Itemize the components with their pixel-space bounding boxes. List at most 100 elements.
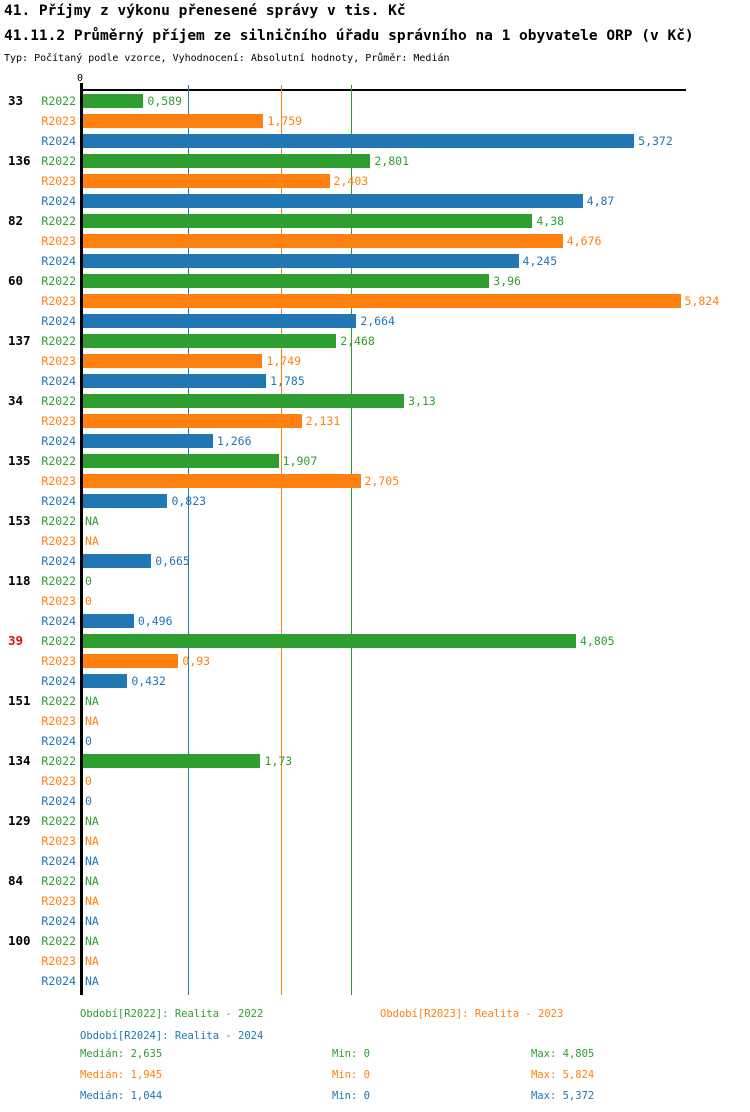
- bar-row: R2024 0: [41, 791, 686, 811]
- bar-row: R2024 4,245: [41, 251, 686, 271]
- series-label: R2023: [41, 354, 76, 368]
- bar-row: 137 R2022 2,468: [8, 331, 686, 351]
- series-label: R2023: [41, 594, 76, 608]
- bar-r2023: [83, 294, 681, 308]
- value-label: 0: [85, 774, 92, 788]
- series-label: R2024: [41, 314, 76, 328]
- bar-row: R2023 1,759: [41, 111, 686, 131]
- group-label: 84: [8, 873, 24, 888]
- series-label: R2023: [41, 654, 76, 668]
- value-label: NA: [85, 914, 99, 928]
- series-label: R2022: [41, 874, 76, 888]
- legend-max-r2023: Max: 5,824: [531, 1069, 595, 1081]
- series-label: R2022: [41, 454, 76, 468]
- value-label: 2,468: [340, 334, 375, 348]
- bar-row: R2024 1,266: [41, 431, 686, 451]
- value-label: 1,785: [270, 374, 305, 388]
- bar-chart: 0 33 R2022 0,589 R2023 1,759 R2024 5,372 136 R20…: [8, 73, 719, 995]
- bar-r2024: [83, 434, 213, 448]
- bar-row: 129 R2022 NA: [8, 811, 686, 831]
- bar-row: R2023 0,93: [41, 651, 686, 671]
- bar-r2024: [83, 494, 168, 508]
- series-label: R2022: [41, 814, 76, 828]
- series-label: R2023: [41, 774, 76, 788]
- bar-row: R2023 2,131: [41, 411, 686, 431]
- series-label: R2023: [41, 474, 76, 488]
- series-label: R2023: [41, 894, 76, 908]
- bar-r2024: [83, 314, 357, 328]
- value-label: 2,801: [374, 154, 409, 168]
- x-axis-zero-tick: 0: [76, 73, 84, 84]
- series-label: R2024: [41, 974, 76, 988]
- value-label: NA: [85, 974, 99, 988]
- bar-r2023: [83, 174, 330, 188]
- bar-row: R2023 4,676: [41, 231, 686, 251]
- bar-row: R2024 0,432: [41, 671, 686, 691]
- series-label: R2023: [41, 834, 76, 848]
- series-label: R2022: [41, 94, 76, 108]
- series-label: R2024: [41, 374, 76, 388]
- value-label: 1,749: [266, 354, 302, 368]
- value-label: 0,496: [137, 614, 173, 628]
- series-label: R2023: [41, 234, 76, 248]
- series-label: R2022: [41, 274, 76, 288]
- bar-r2022: [83, 454, 279, 468]
- bar-row: R2023 2,403: [41, 171, 686, 191]
- bar-r2023: [83, 354, 263, 368]
- value-label: NA: [85, 714, 99, 728]
- group-label: 137: [8, 333, 31, 348]
- bar-row: R2023 0: [41, 591, 686, 611]
- bar-row: R2023 NA: [41, 951, 686, 971]
- bar-row: R2023 NA: [41, 831, 686, 851]
- bar-row: R2023 5,824: [41, 291, 719, 311]
- bar-r2024: [83, 134, 635, 148]
- value-label: NA: [85, 874, 99, 888]
- value-label: NA: [85, 934, 99, 948]
- group-label: 39: [8, 633, 24, 648]
- bar-row: R2024 2,664: [41, 311, 686, 331]
- series-label: R2024: [41, 134, 76, 148]
- value-label: 3,13: [408, 394, 436, 408]
- series-label: R2024: [41, 494, 76, 508]
- series-label: R2023: [41, 114, 76, 128]
- legend-period-r2022: Období[R2022]: Realita - 2022: [80, 1008, 264, 1020]
- value-label: 1,73: [264, 754, 293, 768]
- report-title: 41. Příjmy z výkonu přenesené správy v t…: [4, 3, 406, 19]
- value-label: 0,432: [131, 674, 166, 688]
- value-label: 0,665: [155, 554, 190, 568]
- median-line-r2023: [280, 85, 282, 995]
- legend-period-r2024: Období[R2024]: Realita - 2024: [80, 1030, 264, 1042]
- y-axis-line: [80, 83, 83, 995]
- bar-row: 84 R2022 NA: [8, 871, 686, 891]
- value-label: 1,759: [267, 114, 303, 128]
- bar-r2023: [83, 654, 179, 668]
- bar-row: 118 R2022 0: [8, 571, 686, 591]
- bar-r2023: [83, 414, 302, 428]
- legend-median-r2023: Medián: 1,945: [80, 1069, 163, 1081]
- bar-row: R2024 0,823: [41, 491, 686, 511]
- value-label: NA: [85, 534, 99, 548]
- value-label: 0: [85, 594, 92, 608]
- value-label: 0,589: [147, 94, 183, 108]
- series-label: R2024: [41, 914, 76, 928]
- value-label: 4,87: [586, 194, 615, 208]
- bar-r2024: [83, 194, 583, 208]
- bar-r2023: [83, 474, 361, 488]
- bar-r2022: [83, 214, 533, 228]
- group-label: 136: [8, 153, 31, 168]
- series-label: R2022: [41, 694, 76, 708]
- bar-r2024: [83, 254, 519, 268]
- group-label: 82: [8, 213, 24, 228]
- value-label: NA: [85, 954, 99, 968]
- legend-median-r2022: Medián: 2,635: [80, 1048, 163, 1060]
- series-label: R2022: [41, 334, 76, 348]
- legend-min-r2022: Min: 0: [332, 1048, 370, 1060]
- bar-r2022: [83, 334, 337, 348]
- value-label: NA: [85, 854, 99, 868]
- group-label: 33: [8, 93, 24, 108]
- group-label: 151: [8, 693, 31, 708]
- bar-row: R2024 NA: [41, 851, 686, 871]
- group-label: 118: [8, 573, 31, 588]
- bar-row: R2024 0,665: [41, 551, 686, 571]
- bar-row: R2023 2,705: [41, 471, 686, 491]
